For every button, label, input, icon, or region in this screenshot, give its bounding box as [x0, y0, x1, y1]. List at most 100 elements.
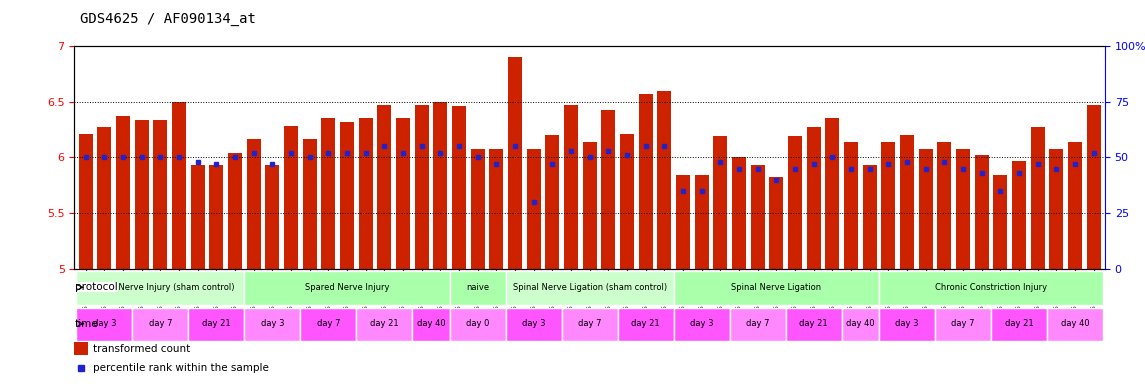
Bar [172, 102, 185, 269]
Bar [508, 57, 522, 269]
Text: day 21: day 21 [1004, 319, 1033, 328]
Bar [116, 116, 131, 269]
Bar [506, 271, 673, 305]
Bar [266, 165, 279, 269]
Bar [300, 308, 356, 341]
Bar [1047, 308, 1103, 341]
Text: day 3: day 3 [690, 319, 713, 328]
Bar [956, 149, 970, 269]
Bar [79, 134, 93, 269]
Bar [673, 271, 879, 305]
Bar [657, 91, 671, 269]
Text: day 21: day 21 [370, 319, 398, 328]
Bar [452, 106, 466, 269]
Text: transformed count: transformed count [93, 344, 190, 354]
Bar [210, 165, 223, 269]
Text: day 7: day 7 [951, 319, 974, 328]
Bar [358, 118, 372, 269]
Text: day 21: day 21 [631, 319, 660, 328]
Bar [935, 308, 992, 341]
Bar [751, 165, 765, 269]
Bar [713, 136, 727, 269]
Bar [583, 142, 597, 269]
Bar [862, 165, 877, 269]
Bar [617, 308, 673, 341]
Bar [1030, 127, 1044, 269]
Text: protocol: protocol [74, 282, 118, 292]
Text: day 7: day 7 [149, 319, 172, 328]
Bar [879, 308, 935, 341]
Bar [97, 127, 111, 269]
Bar [676, 175, 690, 269]
Bar [244, 271, 450, 305]
Bar [378, 105, 392, 269]
Bar [619, 134, 634, 269]
Text: day 3: day 3 [93, 319, 116, 328]
Bar [1012, 161, 1026, 269]
Bar [695, 175, 709, 269]
Text: day 3: day 3 [261, 319, 284, 328]
Bar [228, 153, 242, 269]
Text: day 40: day 40 [1060, 319, 1089, 328]
Bar [77, 308, 133, 341]
Bar [992, 308, 1047, 341]
Text: day 3: day 3 [522, 319, 545, 328]
Text: day 21: day 21 [799, 319, 828, 328]
Bar [785, 308, 842, 341]
Bar [188, 308, 244, 341]
Bar [769, 177, 783, 269]
Bar [284, 126, 298, 269]
Bar [842, 308, 879, 341]
Text: naive: naive [466, 283, 489, 292]
Text: GDS4625 / AF090134_at: GDS4625 / AF090134_at [80, 12, 256, 25]
Bar [807, 127, 821, 269]
Bar [994, 175, 1008, 269]
Bar [74, 342, 88, 355]
Bar [471, 149, 484, 269]
Text: day 40: day 40 [846, 319, 875, 328]
Bar [412, 308, 450, 341]
Text: day 40: day 40 [417, 319, 445, 328]
Bar [527, 149, 540, 269]
Text: day 21: day 21 [202, 319, 230, 328]
Bar [340, 122, 354, 269]
Bar [788, 136, 802, 269]
Bar [545, 135, 560, 269]
Text: time: time [74, 319, 98, 329]
Bar [450, 308, 506, 341]
Bar [732, 157, 747, 269]
Bar [506, 308, 562, 341]
Text: Spinal Nerve Ligation: Spinal Nerve Ligation [732, 283, 821, 292]
Bar [562, 308, 617, 341]
Bar [356, 308, 412, 341]
Bar [938, 142, 951, 269]
Bar [153, 119, 167, 269]
Bar [564, 105, 578, 269]
Bar [302, 139, 317, 269]
Bar [135, 119, 149, 269]
Bar [133, 308, 188, 341]
Bar [826, 118, 839, 269]
Bar [918, 149, 933, 269]
Bar [450, 271, 506, 305]
Text: Spared Nerve Injury (sham control): Spared Nerve Injury (sham control) [86, 283, 235, 292]
Bar [246, 139, 261, 269]
Bar [322, 118, 335, 269]
Bar [414, 105, 428, 269]
Text: Spinal Nerve Ligation (sham control): Spinal Nerve Ligation (sham control) [513, 283, 666, 292]
Text: day 7: day 7 [745, 319, 769, 328]
Bar [900, 135, 914, 269]
Bar [639, 94, 653, 269]
Bar [974, 155, 989, 269]
Bar [844, 142, 858, 269]
Bar [673, 308, 729, 341]
Text: Spared Nerve Injury: Spared Nerve Injury [305, 283, 389, 292]
Bar [433, 102, 448, 269]
Text: percentile rank within the sample: percentile rank within the sample [93, 363, 269, 373]
Text: day 7: day 7 [578, 319, 601, 328]
Bar [77, 271, 244, 305]
Bar [879, 271, 1103, 305]
Text: day 7: day 7 [316, 319, 340, 328]
Bar [190, 165, 205, 269]
Text: Chronic Constriction Injury: Chronic Constriction Injury [935, 283, 1048, 292]
